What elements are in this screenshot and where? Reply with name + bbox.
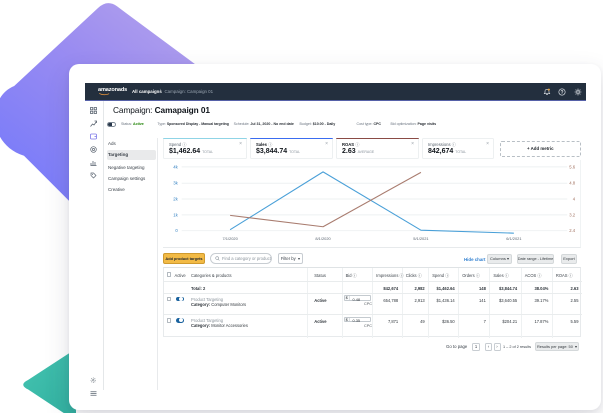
svg-text:5.6: 5.6 — [569, 164, 576, 169]
svg-text:0: 0 — [175, 228, 178, 233]
svg-text:1k: 1k — [173, 212, 178, 217]
svg-text:2k: 2k — [173, 197, 178, 202]
svg-text:4.8: 4.8 — [569, 181, 576, 186]
svg-text:3.2: 3.2 — [569, 212, 576, 217]
svg-text:7/1/2020: 7/1/2020 — [222, 236, 238, 241]
svg-text:4k: 4k — [173, 164, 178, 169]
svg-text:2.4: 2.4 — [569, 228, 576, 233]
svg-text:8/1/2020: 8/1/2020 — [315, 236, 331, 241]
svg-text:4: 4 — [573, 197, 576, 202]
svg-text:5/1/2021: 5/1/2021 — [413, 236, 428, 241]
svg-text:6/1/2021: 6/1/2021 — [506, 236, 521, 241]
svg-text:3k: 3k — [173, 181, 178, 186]
